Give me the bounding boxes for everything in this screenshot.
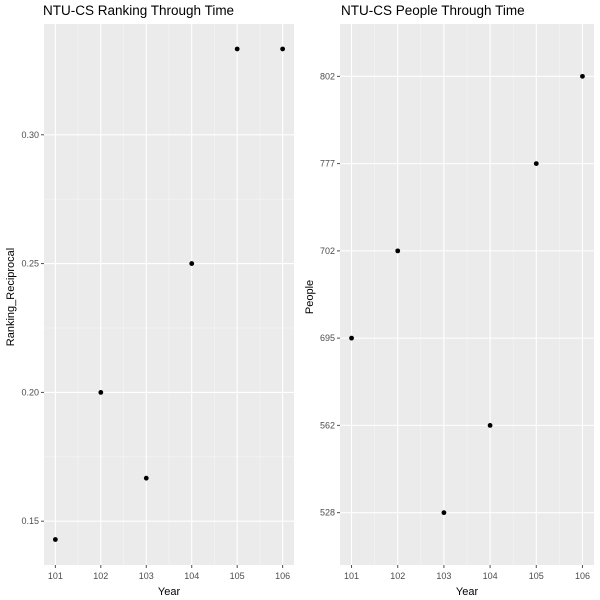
ranking-y-tick-label: 0.30 xyxy=(21,130,39,140)
people-y-tick-label: 528 xyxy=(320,508,335,518)
people-data-point xyxy=(441,510,447,516)
people-gridlines xyxy=(340,24,594,565)
people-data-point xyxy=(580,73,585,79)
ranking-y-tick-label: 0.15 xyxy=(21,516,39,526)
people-x-tick-label: 103 xyxy=(436,571,451,581)
people-y-tick-label: 562 xyxy=(320,420,335,430)
ranking-data-point xyxy=(280,46,286,52)
people-panel: NTU-CS People Through Time 528 562 695 702 7… xyxy=(304,3,594,598)
ranking-y-ticks: 0.15 0.20 0.25 0.30 xyxy=(21,130,44,526)
ranking-data-point xyxy=(143,475,149,481)
ranking-panel: NTU-CS Ranking Through Time 0.15 0.20 0.25… xyxy=(5,3,294,598)
people-x-tick-label: 104 xyxy=(483,571,498,581)
ranking-y-tick-label: 0.25 xyxy=(21,259,39,269)
people-y-tick-label: 802 xyxy=(320,71,335,81)
people-data-point xyxy=(533,161,539,167)
ranking-x-axis-label: Year xyxy=(158,586,181,598)
people-chart-title: NTU-CS People Through Time xyxy=(341,3,525,18)
people-data-point xyxy=(349,335,354,341)
ranking-x-tick-label: 103 xyxy=(139,571,154,581)
people-data-point xyxy=(487,422,493,428)
people-x-tick-label: 102 xyxy=(390,571,405,581)
people-y-ticks: 528 562 695 702 777 802 xyxy=(320,71,340,518)
people-y-tick-label: 695 xyxy=(320,333,335,343)
people-points xyxy=(349,73,585,516)
people-x-axis-label: Year xyxy=(456,586,479,598)
ranking-x-tick-label: 101 xyxy=(48,571,63,581)
people-x-tick-label: 106 xyxy=(575,571,590,581)
people-x-tick-label: 105 xyxy=(529,571,544,581)
ranking-x-tick-label: 106 xyxy=(275,571,290,581)
ranking-y-axis-label: Ranking_Reciprocal xyxy=(5,248,17,346)
ranking-x-ticks: 101 102 103 104 105 106 xyxy=(48,565,290,581)
ranking-gridlines xyxy=(44,24,294,565)
people-y-tick-label: 702 xyxy=(320,246,335,256)
ranking-points xyxy=(52,46,286,542)
people-y-axis-label: People xyxy=(304,280,316,314)
ranking-data-point xyxy=(52,537,58,542)
people-data-point xyxy=(395,248,401,254)
ranking-chart-title: NTU-CS Ranking Through Time xyxy=(43,3,234,18)
ranking-data-point xyxy=(98,389,104,395)
ranking-x-tick-label: 104 xyxy=(184,571,199,581)
ranking-data-point xyxy=(234,46,240,52)
people-y-tick-label: 777 xyxy=(320,159,335,169)
ranking-y-tick-label: 0.20 xyxy=(21,387,39,397)
people-x-ticks: 101 102 103 104 105 106 xyxy=(344,565,590,581)
ranking-x-tick-label: 105 xyxy=(230,571,245,581)
ranking-x-tick-label: 102 xyxy=(93,571,108,581)
ranking-data-point xyxy=(189,261,195,266)
people-x-tick-label: 101 xyxy=(344,571,359,581)
